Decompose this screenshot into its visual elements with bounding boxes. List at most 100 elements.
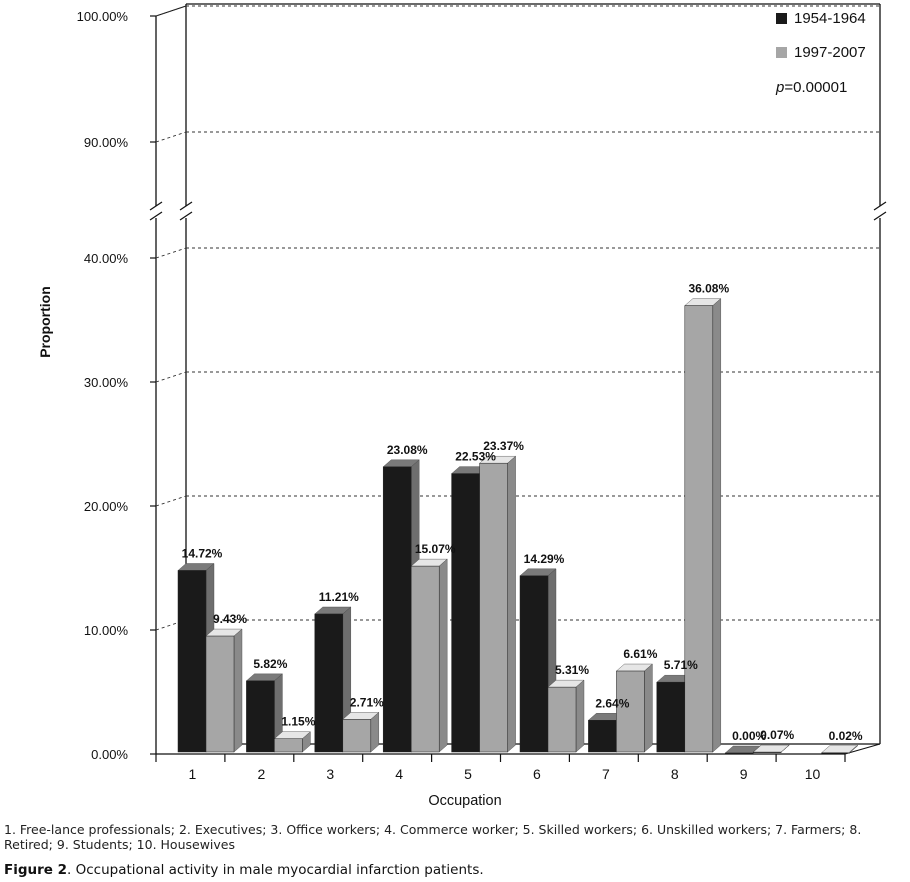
bar-1997-2007-cat-5 [479, 455, 517, 753]
x-tick-label: 1 [189, 766, 197, 782]
data-label: 6.61% [623, 647, 657, 661]
bar-front-face [177, 570, 207, 753]
data-label: 22.53% [455, 450, 496, 464]
bar-1997-2007-cat-2 [273, 731, 311, 753]
bar-side-face [849, 744, 858, 754]
gridline-diagonal [155, 131, 187, 143]
y-tick-label: 20.00% [84, 499, 129, 514]
data-label: 0.00% [732, 729, 766, 743]
data-label: 11.21% [319, 590, 359, 604]
bar-front-face [588, 720, 617, 753]
bar-1997-2007-cat-6 [547, 679, 585, 753]
bar-front-face [410, 565, 440, 753]
x-tick-label: 2 [257, 766, 265, 782]
bar-side-face [233, 628, 243, 753]
bar-1997-2007-cat-9 [752, 744, 790, 753]
data-label: 14.72% [182, 546, 223, 560]
axis-break-mark [179, 211, 193, 221]
y-tick-label: 40.00% [84, 251, 129, 266]
x-tick-label: 8 [671, 766, 679, 782]
x-tick-label: 5 [464, 766, 472, 782]
bar-front-face [821, 752, 850, 754]
x-tick-label: 4 [395, 766, 403, 782]
bar-front-face [519, 575, 549, 753]
bar-front-face [205, 635, 235, 753]
bar-1997-2007-cat-1 [205, 628, 243, 753]
data-label: 5.31% [555, 663, 589, 677]
axis-break-mark [149, 211, 163, 221]
labels: 14.72% 5.82% 11.21% 23.08% 22.53% 14.29% 2.64%… [182, 282, 863, 743]
bar-1997-2007-cat-8 [684, 298, 722, 753]
data-label: 2.64% [595, 696, 629, 710]
figure-caption-text: . Occupational activity in male myocardi… [67, 862, 484, 878]
bar-front-face [547, 686, 577, 753]
data-label: 15.07% [415, 542, 456, 556]
data-label: 36.08% [688, 282, 729, 296]
data-label: 1.15% [281, 715, 315, 729]
data-label: 2.71% [350, 695, 384, 709]
bar-front-face [656, 681, 686, 753]
bar-front-face [684, 305, 714, 753]
bar-front-face [314, 613, 344, 753]
gridline-diagonal [155, 371, 187, 383]
legend-label-1997-2007: 1997-2007 [794, 44, 866, 61]
y-tick-label: 90.00% [84, 135, 129, 150]
bar-front-face [479, 462, 508, 753]
y-tick-label: 0.00% [91, 747, 128, 762]
footnote: 1. Free-lance professionals; 2. Executiv… [4, 822, 862, 852]
bar-front-face [246, 680, 275, 753]
data-label: 5.71% [664, 658, 698, 672]
data-label: 0.07% [760, 728, 794, 742]
bars [177, 298, 859, 754]
bar-1997-2007-cat-4 [410, 558, 448, 753]
figure-caption: Figure 2. Occupational activity in male … [4, 862, 904, 878]
bar-front-face [752, 751, 782, 753]
x-axis-connector [844, 743, 881, 755]
bar-front-face [342, 719, 372, 753]
data-label: 23.37% [483, 439, 524, 453]
data-label: 23.08% [387, 443, 428, 457]
p-value-symbol: p [775, 79, 784, 96]
legend-swatch-1954-1964 [776, 13, 787, 24]
legend-swatch-1997-2007 [776, 47, 787, 58]
bar-front-face [616, 670, 645, 753]
gridline-diagonal [155, 247, 187, 259]
bar-1954-1964-cat-2 [245, 673, 283, 753]
bar-front-face [274, 738, 303, 753]
data-label: 14.29% [524, 552, 565, 566]
figure-label: Figure 2 [4, 862, 68, 878]
x-tick-label: 7 [602, 766, 610, 782]
x-tick-label: 9 [740, 766, 748, 782]
gridline-diagonal [155, 5, 187, 17]
gridline-diagonal [155, 495, 187, 507]
bar-side-face [507, 455, 516, 753]
p-value-text: =0.00001 [784, 79, 847, 96]
bar-1997-2007-cat-10 [821, 744, 859, 754]
axis-break-mark [873, 211, 887, 221]
bar-chart: 0.00%10.00%20.00%30.00%40.00%90.00%100.0… [37, 3, 887, 809]
axis-break-mark [873, 201, 887, 211]
bar-front-face [724, 752, 754, 754]
x-tick-label: 3 [326, 766, 334, 782]
x-tick-label: 10 [805, 766, 821, 782]
axis-break-mark [179, 201, 193, 211]
p-value-annotation: p=0.00001 [775, 79, 847, 96]
bar-front-face [382, 466, 412, 753]
x-tick-label: 6 [533, 766, 541, 782]
bar-1997-2007-cat-7 [615, 663, 653, 753]
legend: 1954-1964 1997-2007 p=0.00001 [775, 10, 866, 96]
data-label: 5.82% [253, 657, 287, 671]
bar-front-face [451, 473, 480, 753]
bar-side-face [575, 679, 585, 753]
axis-break-mark [149, 201, 163, 211]
y-axis-title: Proportion [37, 286, 53, 358]
data-label: 0.02% [829, 729, 863, 743]
bar-1997-2007-cat-3 [342, 711, 380, 753]
y-tick-label: 100.00% [77, 9, 129, 24]
data-label: 9.43% [213, 612, 247, 626]
bar-side-face [370, 711, 379, 753]
y-tick-label: 30.00% [84, 375, 129, 390]
y-tick-label: 10.00% [84, 623, 129, 638]
bar-side-face [644, 663, 653, 753]
legend-label-1954-1964: 1954-1964 [794, 10, 866, 27]
